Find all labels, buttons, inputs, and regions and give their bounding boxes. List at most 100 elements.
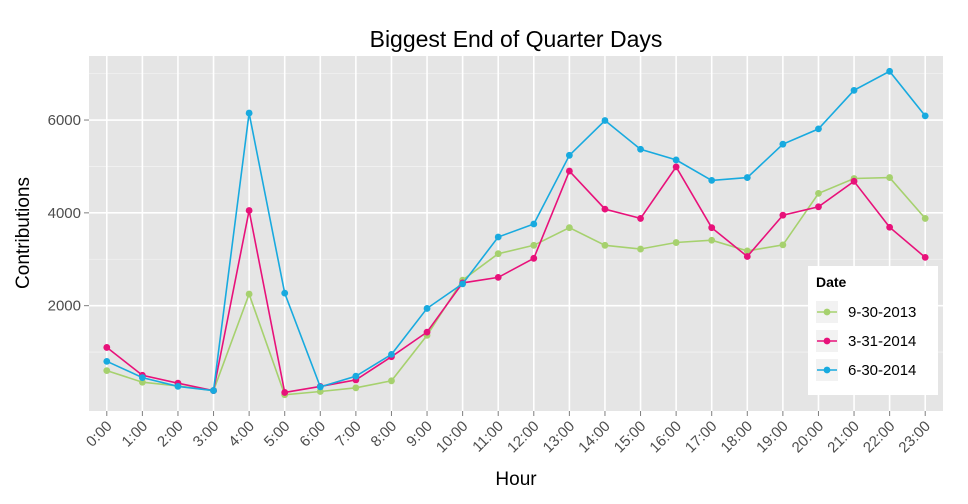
data-point	[886, 67, 894, 75]
x-tick-label: 13:00	[540, 418, 579, 457]
chart-title: Biggest End of Quarter Days	[370, 26, 663, 52]
data-point	[708, 236, 716, 244]
x-axis-title: Hour	[495, 469, 537, 490]
data-point	[601, 241, 609, 249]
data-point	[850, 86, 858, 94]
data-point	[850, 177, 858, 185]
data-point	[743, 174, 751, 181]
x-tick-label: 14:00	[575, 418, 614, 457]
data-point	[138, 374, 146, 381]
data-point	[316, 383, 324, 391]
x-tick-label: 5:00	[261, 418, 294, 451]
data-point	[103, 367, 111, 375]
x-tick-label: 8:00	[368, 418, 401, 451]
y-axis-title: Contributions	[13, 177, 34, 289]
x-tick-label: 19:00	[753, 418, 792, 457]
x-tick-label: 4:00	[225, 418, 258, 451]
data-point	[245, 109, 253, 117]
data-point	[103, 344, 111, 351]
data-point	[601, 205, 609, 213]
x-tick-label: 1:00	[119, 418, 152, 451]
legend-key-point	[823, 308, 831, 316]
series-line	[106, 70, 926, 392]
data-point	[565, 224, 573, 232]
y-tick-label: 2000	[48, 298, 81, 315]
data-point	[388, 377, 395, 385]
data-point	[637, 145, 644, 153]
data-point	[210, 387, 217, 394]
data-point	[886, 174, 894, 181]
x-tick-label: 7:00	[332, 418, 365, 451]
data-point	[565, 151, 573, 159]
x-tick-label: 23:00	[895, 418, 934, 457]
data-point	[352, 372, 360, 380]
data-point	[637, 245, 644, 253]
data-point	[245, 290, 253, 298]
data-point	[388, 350, 395, 358]
legend-key-point	[823, 366, 831, 374]
data-point	[494, 250, 502, 258]
legend-key-point	[823, 337, 831, 345]
x-tick-label: 10:00	[433, 418, 472, 457]
series-line	[106, 165, 926, 394]
series-line	[106, 176, 926, 396]
data-point	[530, 254, 538, 262]
x-tick-label: 18:00	[718, 418, 757, 457]
data-point	[743, 247, 751, 255]
data-point	[245, 207, 253, 214]
data-point	[672, 239, 680, 246]
data-point	[281, 289, 289, 297]
x-tick-label: 11:00	[469, 418, 507, 456]
data-point	[281, 389, 289, 396]
data-point	[921, 253, 929, 261]
x-tick-label: 20:00	[789, 418, 828, 457]
legend-items: 9-30-2013 3-31-2014 6-30-2014	[816, 301, 916, 381]
x-tick-label: 12:00	[504, 418, 543, 457]
y-tick-label: 4000	[48, 205, 81, 222]
x-tick-label: 9:00	[403, 418, 436, 451]
x-tick-label: 0:00	[83, 418, 116, 451]
data-point	[423, 328, 431, 336]
data-point	[779, 241, 787, 249]
legend: Date 9-30-2013 3-31-2014 6-30-2014	[808, 266, 938, 395]
data-point	[530, 241, 538, 249]
series-6-30-2014	[103, 67, 929, 394]
legend-label: 9-30-2013	[848, 304, 916, 321]
data-point	[565, 167, 573, 175]
data-point	[815, 203, 822, 211]
y-tick-label: 6000	[48, 112, 81, 129]
grid	[89, 56, 943, 411]
x-tick-label: 16:00	[646, 418, 685, 457]
data-point	[672, 163, 680, 171]
data-point	[921, 215, 929, 222]
data-point	[637, 215, 644, 222]
x-tick-label: 3:00	[190, 418, 223, 451]
series-layer	[103, 67, 929, 399]
data-point	[103, 357, 111, 365]
legend-label: 6-30-2014	[848, 362, 916, 379]
x-tick-label: 21:00	[824, 418, 863, 457]
data-point	[459, 280, 467, 288]
data-point	[886, 223, 894, 231]
x-tick-label: 22:00	[860, 418, 899, 457]
legend-title: Date	[816, 274, 847, 290]
data-point	[530, 220, 538, 228]
data-point	[921, 112, 929, 120]
data-point	[815, 125, 822, 133]
data-point	[672, 156, 680, 164]
data-point	[494, 233, 502, 241]
data-point	[743, 253, 751, 260]
x-tick-label: 15:00	[611, 418, 650, 457]
data-point	[174, 383, 182, 390]
data-point	[779, 211, 787, 219]
x-tick-label: 2:00	[154, 418, 187, 451]
data-point	[494, 273, 502, 281]
data-point	[708, 224, 716, 232]
data-point	[708, 176, 716, 184]
data-point	[352, 384, 360, 392]
data-point	[601, 117, 609, 124]
data-point	[815, 189, 822, 197]
data-point	[779, 140, 787, 148]
x-tick-label: 6:00	[296, 418, 329, 451]
